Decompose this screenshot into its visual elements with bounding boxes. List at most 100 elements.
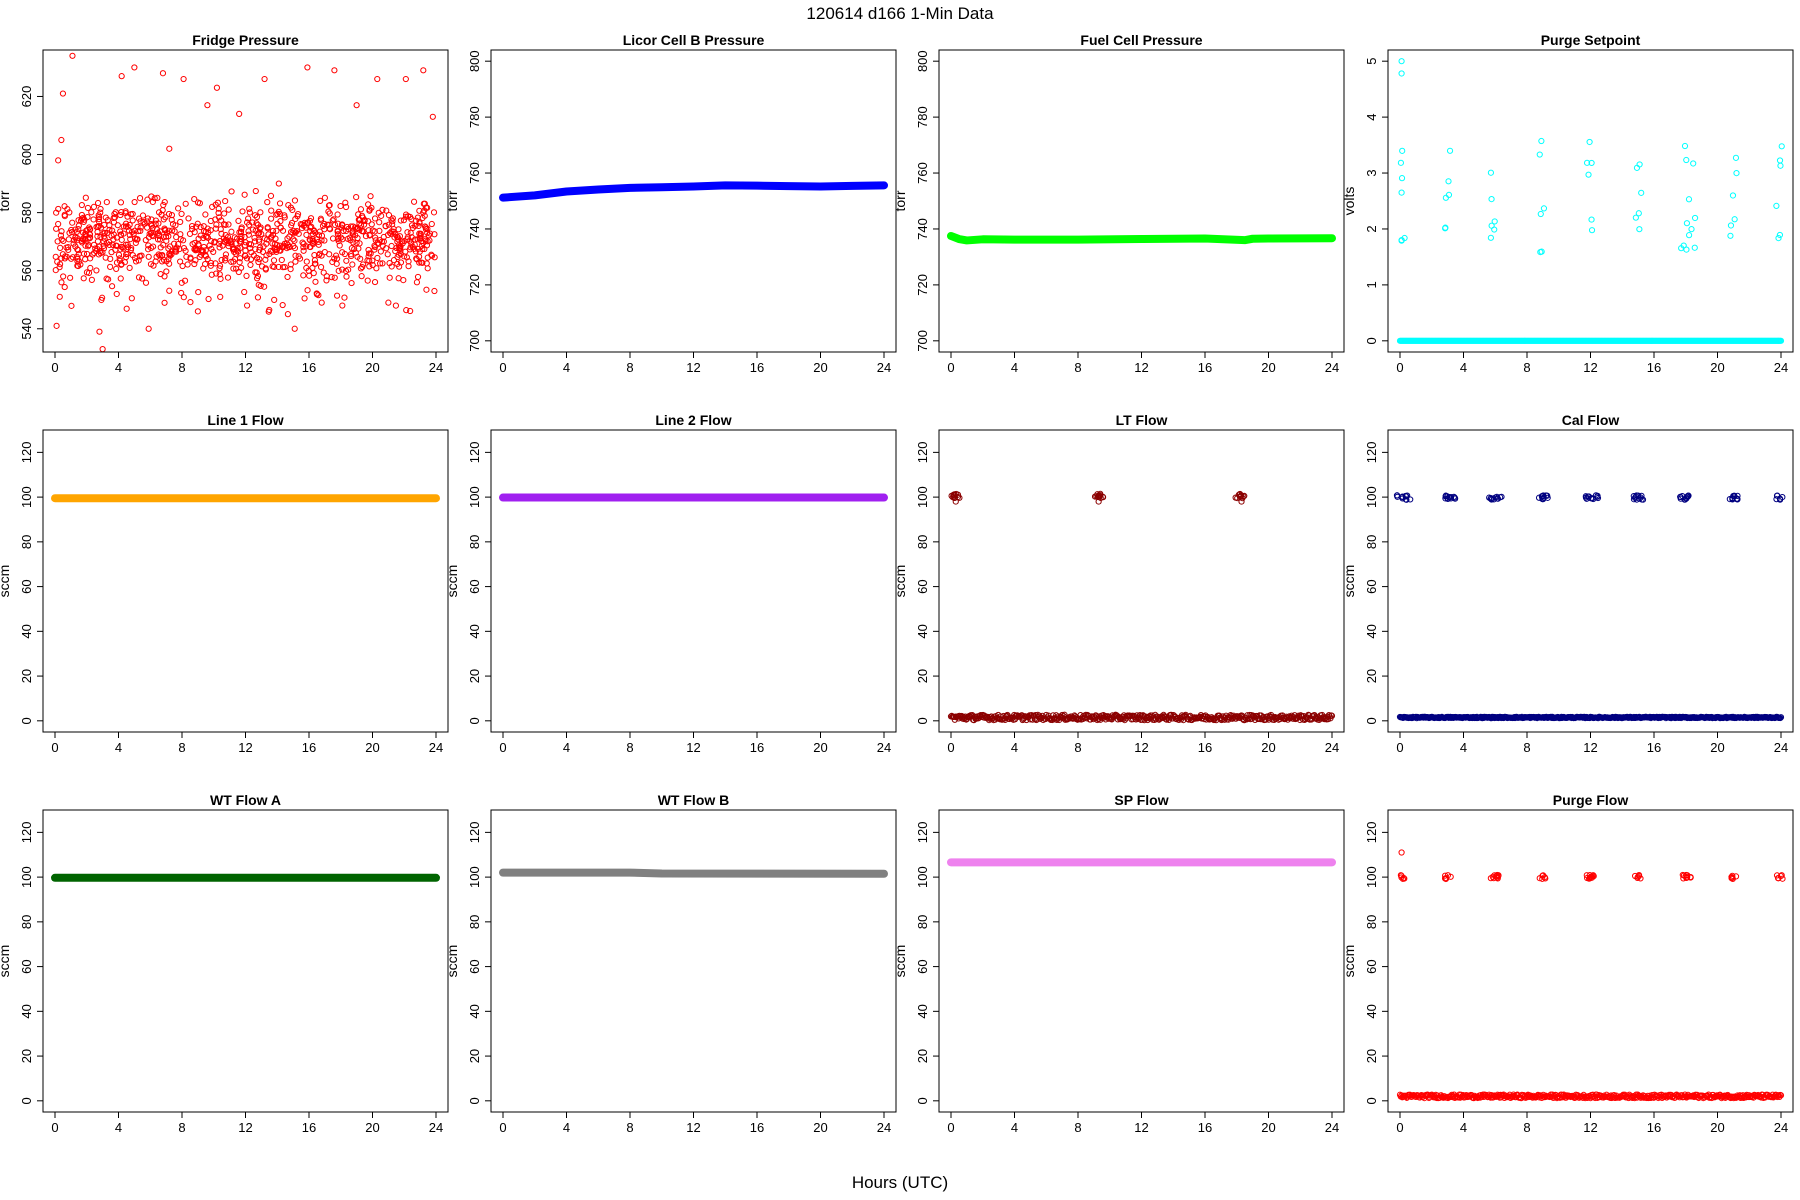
data-point (113, 290, 120, 298)
data-point (292, 258, 299, 265)
data-point (1542, 492, 1550, 499)
data-point (1540, 492, 1547, 499)
data-point (376, 227, 383, 234)
data-point (78, 201, 85, 209)
data-point (330, 216, 337, 223)
data-point (61, 211, 68, 218)
data-point (281, 263, 288, 271)
data-point (1777, 162, 1784, 169)
data-point (251, 234, 258, 241)
x-tick-label: 4 (1011, 740, 1018, 755)
data-point (255, 258, 262, 266)
data-point (256, 238, 263, 245)
data-point (129, 210, 136, 218)
data-point (1727, 232, 1734, 239)
data-layer (947, 231, 1336, 245)
y-tick-label: 100 (467, 866, 482, 888)
data-point (284, 311, 291, 318)
data-point (262, 256, 269, 263)
data-point (349, 261, 356, 268)
data-point (1095, 498, 1102, 505)
data-point (296, 255, 304, 262)
data-point (236, 238, 243, 245)
data-point (82, 242, 89, 249)
data-point (145, 246, 152, 253)
data-point (366, 232, 373, 239)
x-tick-label: 8 (178, 360, 185, 375)
x-tick-label: 4 (1460, 740, 1467, 755)
data-point (107, 263, 114, 270)
data-point (154, 194, 161, 201)
data-point (339, 221, 346, 228)
data-point (1240, 493, 1247, 500)
data-point (250, 252, 257, 259)
data-point (207, 259, 215, 267)
data-point (1541, 874, 1548, 881)
y-tick-label: 760 (467, 162, 482, 184)
data-point (241, 233, 248, 241)
data-point (162, 233, 170, 240)
data-point (1775, 235, 1782, 242)
x-tick-label: 0 (51, 740, 58, 755)
x-tick-label: 24 (1774, 1120, 1788, 1135)
y-axis-label: sccm (0, 565, 12, 598)
data-point (110, 231, 117, 238)
data-point (78, 215, 85, 222)
data-point (1776, 231, 1784, 239)
data-point (122, 208, 129, 215)
data-point (1398, 189, 1405, 196)
data-point (162, 214, 169, 221)
data-point (168, 251, 175, 258)
data-point (386, 229, 394, 237)
data-point (1583, 159, 1591, 166)
data-point (156, 252, 163, 259)
panel-line1: Line 1 Flow sccm 0 4 8 12 16 20 24 0 20 40 60 80 100 12… (0, 412, 449, 755)
x-tick-label: 4 (115, 360, 122, 375)
data-point (1732, 154, 1740, 161)
series-line (499, 868, 888, 878)
y-tick-label: 1 (1364, 281, 1379, 288)
data-point (237, 228, 245, 235)
data-point (419, 245, 426, 253)
y-tick-label: 100 (19, 486, 34, 508)
data-point (1638, 189, 1645, 196)
y-tick-label: 740 (915, 218, 930, 240)
data-point (179, 262, 186, 270)
data-point (238, 233, 245, 240)
data-point (1099, 493, 1106, 500)
data-point (360, 228, 367, 235)
data-point (431, 287, 438, 295)
data-point (132, 239, 139, 246)
x-tick-label: 12 (1134, 1120, 1148, 1135)
data-point (300, 247, 307, 254)
data-point (65, 246, 72, 254)
panel-title: Fridge Pressure (192, 32, 299, 48)
data-point (215, 240, 223, 247)
data-point (245, 215, 252, 222)
data-point (71, 237, 78, 244)
data-point (151, 195, 158, 202)
data-point (307, 243, 314, 251)
data-point (1777, 337, 1785, 344)
plot-frame (938, 809, 1345, 1113)
x-tick-label: 12 (1134, 360, 1148, 375)
data-point (1442, 194, 1449, 201)
data-point (1401, 875, 1408, 882)
data-point (1450, 493, 1458, 500)
data-point (134, 223, 141, 230)
data-point (251, 238, 259, 245)
data-point (155, 209, 163, 216)
y-tick-label: 120 (915, 822, 930, 844)
data-point (243, 219, 251, 226)
data-point (276, 200, 284, 207)
data-point (1685, 196, 1693, 203)
data-point (323, 273, 330, 280)
plot-frame (938, 49, 1345, 353)
x-tick-label: 8 (178, 1120, 185, 1135)
data-point (356, 240, 363, 247)
x-tick-label: 16 (750, 1120, 764, 1135)
y-tick-label: 3 (1364, 169, 1379, 176)
data-point (214, 199, 222, 206)
data-point (208, 271, 215, 278)
y-tick-label: 60 (915, 959, 930, 973)
